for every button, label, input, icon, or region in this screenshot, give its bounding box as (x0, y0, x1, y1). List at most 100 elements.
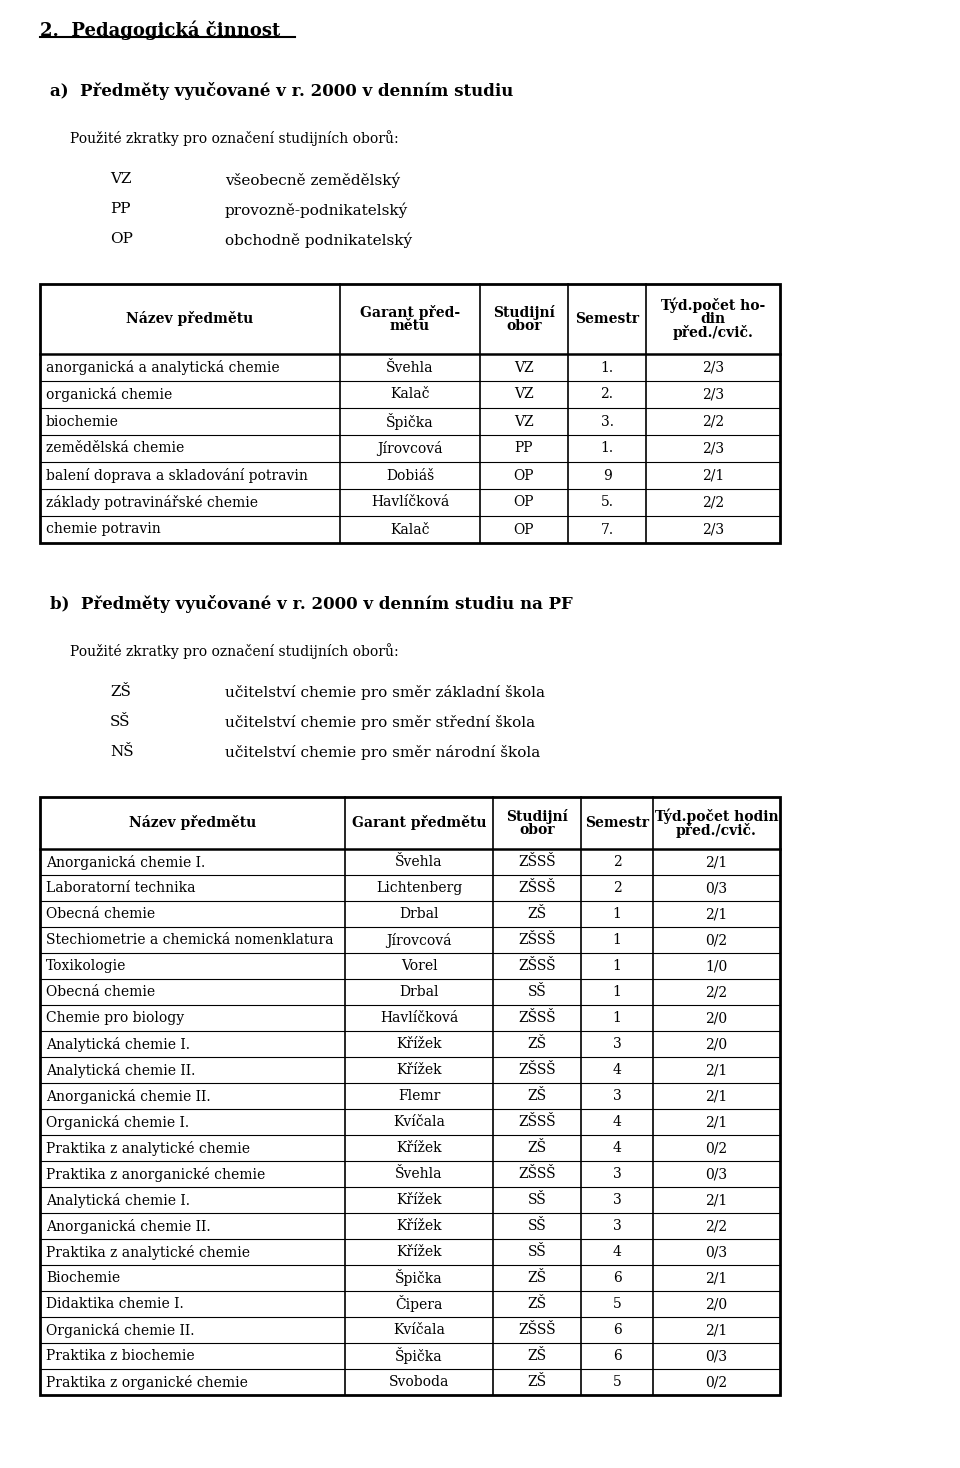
Text: 3: 3 (612, 1089, 621, 1102)
Text: Analytická chemie I.: Analytická chemie I. (46, 1192, 190, 1208)
Text: ZŠ: ZŠ (527, 1036, 546, 1051)
Bar (40, 283, 780, 543)
Text: Křížek: Křížek (396, 1063, 442, 1078)
Text: Anorganická chemie II.: Anorganická chemie II. (46, 1218, 210, 1233)
Text: Praktika z anorganické chemie: Praktika z anorganické chemie (46, 1167, 265, 1182)
Text: 2/3: 2/3 (702, 442, 724, 455)
Text: SŠ: SŠ (528, 985, 546, 1000)
Text: 2/1: 2/1 (706, 1193, 728, 1207)
Text: Týd.počet ho-: Týd.počet ho- (660, 297, 765, 313)
Text: Organická chemie II.: Organická chemie II. (46, 1323, 195, 1337)
Text: Název předmětu: Název předmětu (129, 816, 256, 831)
Text: 2/1: 2/1 (702, 468, 724, 483)
Text: 3: 3 (612, 1167, 621, 1180)
Text: 6: 6 (612, 1271, 621, 1284)
Text: 3: 3 (612, 1036, 621, 1051)
Text: Havlíčková: Havlíčková (380, 1011, 458, 1025)
Text: 2/1: 2/1 (706, 1089, 728, 1102)
Text: Týd.počet hodin: Týd.počet hodin (655, 809, 779, 824)
Text: 2/3: 2/3 (702, 388, 724, 402)
Text: 2.: 2. (601, 388, 613, 402)
Text: 2/3: 2/3 (702, 523, 724, 536)
Text: organická chemie: organická chemie (46, 388, 172, 402)
Bar (40, 797, 780, 1395)
Text: Křížek: Křížek (396, 1218, 442, 1233)
Text: a)  Předměty vyučované v r. 2000 v denním studiu: a) Předměty vyučované v r. 2000 v denním… (50, 82, 514, 100)
Text: Toxikologie: Toxikologie (46, 959, 127, 973)
Text: 2/1: 2/1 (706, 1323, 728, 1337)
Text: základy potravinářské chemie: základy potravinářské chemie (46, 495, 258, 509)
Text: Anorganická chemie I.: Anorganická chemie I. (46, 854, 205, 869)
Text: NŠ: NŠ (110, 744, 133, 759)
Text: Praktika z analytické chemie: Praktika z analytické chemie (46, 1141, 250, 1155)
Text: učitelství chemie pro směr národní škola: učitelství chemie pro směr národní škola (225, 744, 540, 760)
Text: 1: 1 (612, 934, 621, 947)
Text: Praktika z organické chemie: Praktika z organické chemie (46, 1374, 248, 1390)
Text: anorganická a analytická chemie: anorganická a analytická chemie (46, 360, 279, 374)
Text: ZŠ: ZŠ (527, 1349, 546, 1362)
Text: Svoboda: Svoboda (389, 1376, 449, 1389)
Text: 4: 4 (612, 1063, 621, 1078)
Text: Praktika z biochemie: Praktika z biochemie (46, 1349, 195, 1362)
Text: Analytická chemie II.: Analytická chemie II. (46, 1063, 196, 1078)
Text: 9: 9 (603, 468, 612, 483)
Text: obchodně podnikatelský: obchodně podnikatelský (225, 232, 412, 248)
Text: 2/1: 2/1 (706, 1116, 728, 1129)
Text: ZŠSŠ: ZŠSŠ (518, 934, 556, 947)
Text: Kalač: Kalač (391, 523, 430, 536)
Text: 6: 6 (612, 1323, 621, 1337)
Text: Garant před-: Garant před- (360, 304, 460, 320)
Text: 1.: 1. (600, 442, 613, 455)
Text: Křížek: Křížek (396, 1141, 442, 1155)
Text: 4: 4 (612, 1116, 621, 1129)
Text: Švehla: Švehla (386, 361, 434, 374)
Text: 2/0: 2/0 (706, 1011, 728, 1025)
Text: SŠ: SŠ (528, 1193, 546, 1207)
Text: ZŠ: ZŠ (527, 1089, 546, 1102)
Text: Chemie pro biology: Chemie pro biology (46, 1011, 184, 1025)
Text: Semestr: Semestr (575, 313, 639, 326)
Text: Obecná chemie: Obecná chemie (46, 985, 156, 1000)
Text: 2/2: 2/2 (702, 496, 724, 509)
Text: ZŠ: ZŠ (527, 1376, 546, 1389)
Text: Špička: Špička (396, 1270, 443, 1286)
Text: 1: 1 (612, 907, 621, 920)
Text: Švehla: Švehla (396, 1167, 443, 1180)
Text: 7.: 7. (600, 523, 613, 536)
Text: Flemr: Flemr (397, 1089, 441, 1102)
Text: všeobecně zemědělský: všeobecně zemědělský (225, 172, 400, 188)
Text: ZŠSŠ: ZŠSŠ (518, 1063, 556, 1078)
Text: VZ: VZ (515, 361, 534, 374)
Text: Praktika z analytické chemie: Praktika z analytické chemie (46, 1245, 250, 1260)
Text: Studijní: Studijní (506, 809, 568, 824)
Text: před./cvič.: před./cvič. (673, 326, 754, 341)
Text: SŠ: SŠ (528, 1218, 546, 1233)
Text: Použité zkratky pro označení studijních oborů:: Použité zkratky pro označení studijních … (70, 131, 398, 145)
Text: ZŠ: ZŠ (110, 686, 131, 699)
Text: ZŠ: ZŠ (527, 1141, 546, 1155)
Text: Jírovcová: Jírovcová (377, 440, 443, 457)
Text: 5: 5 (612, 1376, 621, 1389)
Text: 0/2: 0/2 (706, 1376, 728, 1389)
Text: obor: obor (519, 824, 555, 837)
Text: 2/1: 2/1 (706, 907, 728, 920)
Text: Kvíčala: Kvíčala (393, 1323, 444, 1337)
Text: SŠ: SŠ (528, 1245, 546, 1260)
Text: biochemie: biochemie (46, 414, 119, 429)
Text: PP: PP (110, 203, 131, 216)
Text: učitelství chemie pro směr základní škola: učitelství chemie pro směr základní škol… (225, 686, 545, 700)
Text: před./cvič.: před./cvič. (676, 822, 756, 838)
Text: VZ: VZ (110, 172, 132, 186)
Text: Stechiometrie a chemická nomenklatura: Stechiometrie a chemická nomenklatura (46, 934, 333, 947)
Text: chemie potravin: chemie potravin (46, 523, 160, 536)
Text: ZŠSŠ: ZŠSŠ (518, 959, 556, 973)
Text: Použité zkratky pro označení studijních oborů:: Použité zkratky pro označení studijních … (70, 643, 398, 659)
Text: OP: OP (514, 523, 535, 536)
Text: OP: OP (514, 496, 535, 509)
Text: ZŠ: ZŠ (527, 1271, 546, 1284)
Text: 2/1: 2/1 (706, 1271, 728, 1284)
Text: provozně-podnikatelský: provozně-podnikatelský (225, 203, 408, 217)
Text: 0/2: 0/2 (706, 1141, 728, 1155)
Bar (40, 797, 780, 1395)
Text: 0/3: 0/3 (706, 1245, 728, 1260)
